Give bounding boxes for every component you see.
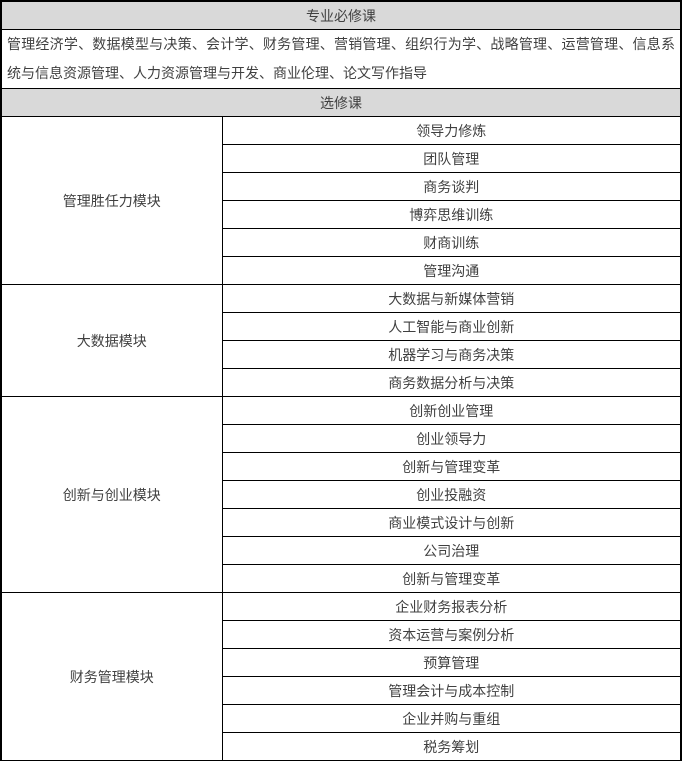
module-name-cell: 创新与创业模块 [0, 396, 223, 593]
course-row: 团队管理 [1, 144, 682, 173]
elective-header-row: 选修课 [0, 88, 682, 117]
course-row: 资本运营与案例分析 [1, 620, 682, 649]
course-cell: 税务筹划 [221, 732, 682, 761]
course-row: 公司治理 [1, 536, 682, 565]
course-cell: 预算管理 [221, 648, 682, 677]
elective-header-cell: 选修课 [0, 88, 682, 117]
course-cell: 人工智能与商业创新 [221, 312, 682, 341]
required-courses-row: 管理经济学、数据模型与决策、会计学、财务管理、营销管理、组织行为学、战略管理、运… [0, 29, 682, 89]
course-row: 商务数据分析与决策 [1, 368, 682, 397]
course-cell: 创新与管理变革 [221, 452, 682, 481]
course-row: 商业模式设计与创新 [1, 508, 682, 537]
course-cell: 商务谈判 [221, 172, 682, 201]
course-cell: 财商训练 [221, 228, 682, 257]
course-cell: 领导力修炼 [221, 116, 682, 145]
required-courses-cell: 管理经济学、数据模型与决策、会计学、财务管理、营销管理、组织行为学、战略管理、运… [0, 29, 682, 89]
course-cell: 创新与管理变革 [221, 564, 682, 593]
course-row: 创业投融资 [1, 480, 682, 509]
course-row: 管理会计与成本控制 [1, 676, 682, 705]
course-cell: 企业并购与重组 [221, 704, 682, 733]
course-cell: 团队管理 [221, 144, 682, 173]
module-name-cell: 大数据模块 [0, 284, 223, 397]
course-cell: 企业财务报表分析 [221, 592, 682, 621]
required-header-cell: 专业必修课 [0, 0, 682, 30]
course-row: 机器学习与商务决策 [1, 340, 682, 369]
course-row: 创新与创业模块 创新创业管理 [0, 396, 682, 593]
required-header-row: 专业必修课 [0, 0, 682, 30]
course-cell: 创新创业管理 [221, 396, 682, 425]
course-cell: 创业领导力 [221, 424, 682, 453]
course-cell: 管理会计与成本控制 [221, 676, 682, 705]
module-name-cell: 财务管理模块 [0, 592, 223, 761]
course-row: 管理胜任力模块 领导力修炼 [0, 116, 682, 285]
course-row: 财务管理模块 企业财务报表分析 [0, 592, 682, 761]
course-row: 大数据模块 大数据与新媒体营销 [0, 284, 682, 397]
course-cell: 管理沟通 [221, 256, 682, 285]
course-row: 创新与管理变革 [1, 564, 682, 593]
course-row: 财商训练 [1, 228, 682, 257]
module-name-cell: 管理胜任力模块 [0, 116, 223, 285]
course-row: 创业领导力 [1, 424, 682, 453]
course-row: 商务谈判 [1, 172, 682, 201]
course-cell: 商业模式设计与创新 [221, 508, 682, 537]
course-cell: 商务数据分析与决策 [221, 368, 682, 397]
course-cell: 资本运营与案例分析 [221, 620, 682, 649]
course-row: 创新与管理变革 [1, 452, 682, 481]
course-cell: 创业投融资 [221, 480, 682, 509]
course-cell: 公司治理 [221, 536, 682, 565]
course-cell: 机器学习与商务决策 [221, 340, 682, 369]
course-cell: 博弈思维训练 [221, 200, 682, 229]
course-cell: 大数据与新媒体营销 [221, 284, 682, 313]
course-row: 人工智能与商业创新 [1, 312, 682, 341]
course-row: 税务筹划 [1, 732, 682, 761]
